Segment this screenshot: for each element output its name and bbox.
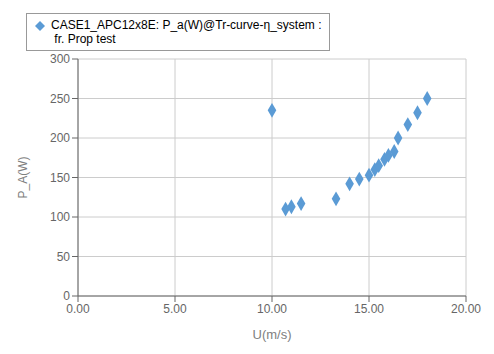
svg-text:20.00: 20.00 bbox=[451, 302, 481, 316]
html-text:CASE1_APC12x8E: P_a(W)@Tr-curv: CASE1_APC12x8E: P_a(W)@Tr-curve-η_system… bbox=[51, 18, 322, 32]
svg-text:150: 150 bbox=[50, 171, 70, 185]
svg-text:U(m/s): U(m/s) bbox=[253, 327, 292, 342]
svg-text:0: 0 bbox=[63, 289, 70, 303]
svg-text:0.00: 0.00 bbox=[66, 302, 90, 316]
svg-text:15.00: 15.00 bbox=[354, 302, 384, 316]
svg-text:10.00: 10.00 bbox=[257, 302, 287, 316]
svg-text:P_A(W): P_A(W) bbox=[16, 156, 30, 198]
svg-text:100: 100 bbox=[50, 210, 70, 224]
html-text:fr. Prop test: fr. Prop test bbox=[51, 32, 116, 46]
svg-text:200: 200 bbox=[50, 131, 70, 145]
svg-text:5.00: 5.00 bbox=[163, 302, 187, 316]
svg-text:250: 250 bbox=[50, 92, 70, 106]
svg-text:50: 50 bbox=[57, 250, 71, 264]
svg-text:300: 300 bbox=[50, 52, 70, 66]
